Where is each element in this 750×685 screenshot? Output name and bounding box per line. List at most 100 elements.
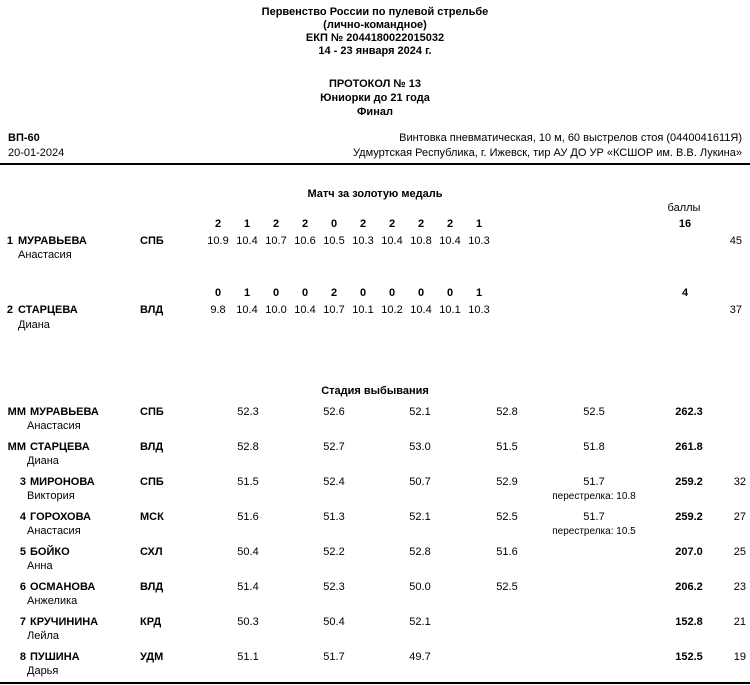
match-shooter-row: 2 СТАРЦЕВА ВЛД 9.8 10.4 10.0 10.4 10.7 1… (0, 304, 750, 318)
match-shot-value: 10.4 (236, 235, 258, 247)
competition-title: Первенство России по пулевой стрельбе (261, 6, 489, 18)
match-point-value: 0 (214, 287, 222, 299)
match-shot-value: 10.3 (352, 235, 374, 247)
match-shot-value: 10.6 (294, 235, 316, 247)
elim-surname: СТАРЦЕВА (30, 441, 90, 453)
match-point-value: 0 (388, 287, 396, 299)
elim-rank-points: 25 (733, 546, 746, 558)
elim-series-value: 52.8 (409, 546, 431, 558)
match-shot-value: 10.4 (294, 304, 316, 316)
match-score: 37 (729, 304, 742, 316)
match-shot-value: 10.3 (468, 304, 490, 316)
elim-series-value: 50.7 (409, 476, 431, 488)
elim-firstname: Анжелика (27, 595, 78, 607)
elim-region: СПБ (140, 476, 164, 488)
elim-surname: БОЙКО (30, 546, 70, 558)
elim-row: 7 КРУЧИНИНА КРД 50.3 50.4 52.1 152.8 21 (0, 616, 750, 630)
elim-firstname: Виктория (27, 490, 75, 502)
match-points-total: 4 (681, 287, 689, 299)
elim-surname: ОСМАНОВА (30, 581, 96, 593)
elim-region: СХЛ (140, 546, 163, 558)
match-point-value: 0 (330, 218, 338, 230)
elim-series-value: 52.3 (237, 406, 259, 418)
elim-surname: МУРАВЬЕВА (30, 406, 99, 418)
elim-total: 152.5 (675, 651, 703, 663)
elim-series-value: 53.0 (409, 441, 431, 453)
match-shot-value: 10.4 (236, 304, 258, 316)
elim-series-value: 51.7 (583, 511, 605, 523)
match-point-value: 2 (359, 218, 367, 230)
elim-surname: МИРОНОВА (30, 476, 95, 488)
elim-firstname: Анастасия (27, 525, 81, 537)
elim-row: 3 МИРОНОВА СПБ 51.5 52.4 50.7 52.9 51.7 … (0, 476, 750, 490)
elim-series-value: 51.6 (496, 546, 518, 558)
elim-total: 261.8 (675, 441, 703, 453)
exercise-code: ВП-60 (8, 132, 40, 144)
match-score: 45 (729, 235, 742, 247)
match-point-value: 1 (475, 287, 483, 299)
elim-series-value: 52.5 (496, 511, 518, 523)
elim-series-value: 51.5 (496, 441, 518, 453)
match-point-value: 1 (243, 287, 251, 299)
elim-region: ВЛД (140, 441, 164, 453)
elim-series-value: 50.4 (323, 616, 345, 628)
shooter-firstname: Диана (18, 319, 50, 331)
elim-series-value: 52.6 (323, 406, 345, 418)
elim-row: 4 ГОРОХОВА МСК 51.6 51.3 52.1 52.5 51.7 … (0, 511, 750, 525)
elim-row: ММ СТАРЦЕВА ВЛД 52.8 52.7 53.0 51.5 51.8… (0, 441, 750, 455)
match-shot-value: 9.8 (210, 304, 226, 316)
elim-row: 5 БОЙКО СХЛ 50.4 52.2 52.8 51.6 207.0 25 (0, 546, 750, 560)
elim-region: УДМ (140, 651, 164, 663)
match-shot-value: 10.4 (381, 235, 403, 247)
match-shot-value: 10.9 (207, 235, 229, 247)
shooter-region: СПБ (140, 235, 164, 247)
elim-total: 259.2 (675, 476, 703, 488)
stage-title: Финал (357, 106, 393, 118)
elim-rank: ММ (7, 441, 26, 453)
match-shot-value: 10.0 (265, 304, 287, 316)
match-shot-value: 10.4 (439, 235, 461, 247)
elim-region: СПБ (140, 406, 164, 418)
competition-dates: 14 - 23 января 2024 г. (318, 45, 432, 57)
discipline-description: Винтовка пневматическая, 10 м, 60 выстре… (399, 132, 742, 144)
footer-divider (0, 682, 750, 684)
elim-region: МСК (140, 511, 164, 523)
elim-firstname: Анна (27, 560, 53, 572)
elim-series-value: 49.7 (409, 651, 431, 663)
elimination-title: Стадия выбывания (321, 385, 429, 397)
match-point-value: 0 (359, 287, 367, 299)
competition-subtitle: (лично-командное) (323, 19, 427, 31)
elim-total: 259.2 (675, 511, 703, 523)
protocol-number: ПРОТОКОЛ № 13 (329, 78, 421, 90)
match-point-value: 2 (388, 218, 396, 230)
elim-series-value: 51.6 (237, 511, 259, 523)
elim-series-value: 52.1 (409, 616, 431, 628)
elim-row: ММ МУРАВЬЕВА СПБ 52.3 52.6 52.1 52.8 52.… (0, 406, 750, 420)
match-points-row: 0 1 0 0 2 0 0 0 0 1 4 (0, 287, 750, 301)
match-shooter-row: 1 МУРАВЬЕВА СПБ 10.9 10.4 10.7 10.6 10.5… (0, 235, 750, 249)
elim-series-value: 51.8 (583, 441, 605, 453)
shooter-rank: 1 (6, 235, 13, 247)
match-point-value: 2 (330, 287, 338, 299)
match-shot-value: 10.5 (323, 235, 345, 247)
shootoff-note: перестрелка: 10.8 (552, 491, 636, 502)
match-shot-value: 10.8 (410, 235, 432, 247)
elim-rank: ММ (7, 406, 26, 418)
match-point-value: 0 (417, 287, 425, 299)
elim-rank-points: 23 (733, 581, 746, 593)
elim-series-value: 52.3 (323, 581, 345, 593)
elim-series-value: 52.8 (237, 441, 259, 453)
shootoff-note: перестрелка: 10.5 (552, 526, 636, 537)
shooter-region: ВЛД (140, 304, 164, 316)
match-shot-value: 10.7 (323, 304, 345, 316)
match-point-value: 2 (417, 218, 425, 230)
elim-rank-points: 21 (733, 616, 746, 628)
elim-series-value: 51.4 (237, 581, 259, 593)
match-shot-value: 10.3 (468, 235, 490, 247)
elim-rank: 8 (19, 651, 26, 663)
elim-series-value: 50.0 (409, 581, 431, 593)
match-point-value: 2 (214, 218, 222, 230)
match-point-value: 2 (301, 218, 309, 230)
match-points-total: 16 (678, 218, 692, 230)
elim-row: 8 ПУШИНА УДМ 51.1 51.7 49.7 152.5 19 (0, 651, 750, 665)
